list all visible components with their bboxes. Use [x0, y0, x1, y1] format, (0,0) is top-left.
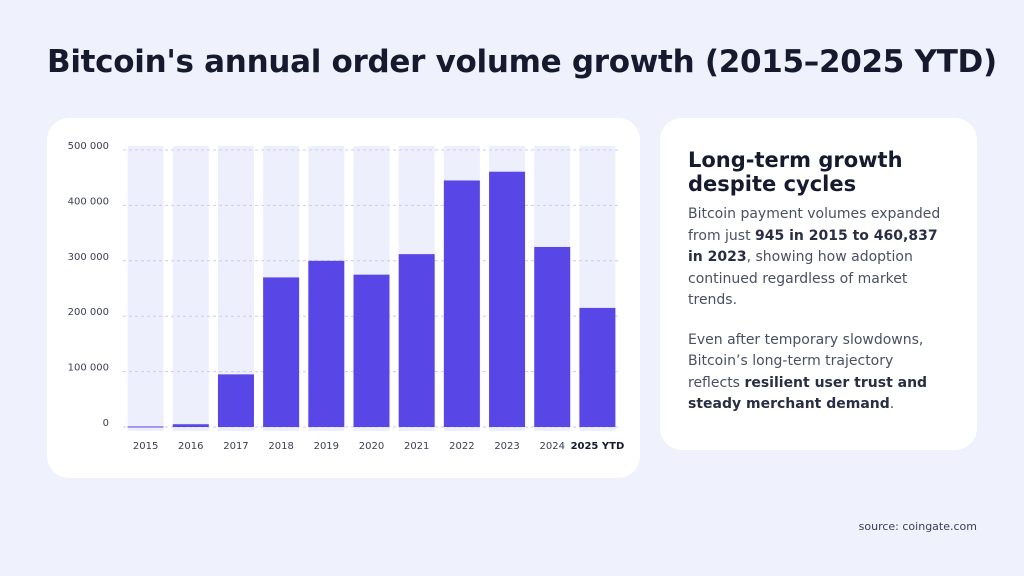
x-tick-label: 2025 YTD — [571, 441, 625, 452]
bar — [263, 277, 300, 427]
y-tick-label: 500 000 — [68, 141, 109, 152]
x-tick-label: 2021 — [404, 441, 429, 452]
page-title: Bitcoin's annual order volume growth (20… — [47, 44, 997, 80]
y-tick-label: 100 000 — [68, 363, 109, 374]
bar — [398, 254, 435, 427]
bar — [579, 307, 616, 427]
info-panel: Long-term growth despite cycles Bitcoin … — [660, 118, 977, 450]
body-text: . — [889, 396, 895, 412]
x-tick-label: 2024 — [540, 441, 565, 452]
x-tick-label: 2017 — [223, 441, 248, 452]
x-tick-label: 2022 — [449, 441, 474, 452]
bar — [172, 424, 209, 427]
highlight-text: 945 in 2015 to 460,837 in 2023 — [688, 227, 938, 266]
y-tick-label: 0 — [103, 418, 109, 429]
panel-body: Bitcoin payment volumes expanded from ju… — [660, 204, 977, 416]
bar — [353, 274, 390, 427]
x-tick-label: 2019 — [314, 441, 339, 452]
column-background — [172, 146, 209, 431]
bar — [489, 171, 526, 427]
bar — [443, 180, 480, 427]
panel-heading: Long-term growth despite cycles — [688, 148, 903, 196]
highlight-text: resilient user trust and steady merchant… — [688, 374, 928, 413]
x-tick-label: 2016 — [178, 441, 203, 452]
chart-card: 0 100 000 200 000 300 000 400 000 500 000 2015… — [47, 118, 640, 478]
body-text: Bitcoin payment volumes expanded from ju… — [688, 206, 941, 244]
body-text: , showing how adoption continued regardl… — [688, 249, 913, 308]
y-tick-label: 300 000 — [68, 252, 109, 263]
y-tick-label: 200 000 — [68, 307, 109, 318]
x-tick-label: 2015 — [133, 441, 158, 452]
chart: 0 100 000 200 000 300 000 400 000 500 000 2015… — [68, 141, 625, 452]
bar — [534, 246, 571, 427]
bar — [127, 426, 164, 428]
panel-paragraph: Even after temporary slowdowns, Bitcoin’… — [688, 330, 949, 416]
bar — [217, 374, 254, 427]
x-tick-label: 2020 — [359, 441, 384, 452]
body-text: Even after temporary slowdowns, Bitcoin’… — [688, 331, 924, 391]
x-tick-label: 2018 — [268, 441, 293, 452]
source: source: coingate.com — [858, 520, 977, 533]
column-background — [127, 146, 164, 431]
y-tick-label: 400 000 — [68, 196, 109, 207]
panel-paragraph: Bitcoin payment volumes expanded from ju… — [688, 204, 949, 312]
bar — [308, 260, 345, 427]
x-tick-label: 2023 — [494, 441, 519, 452]
